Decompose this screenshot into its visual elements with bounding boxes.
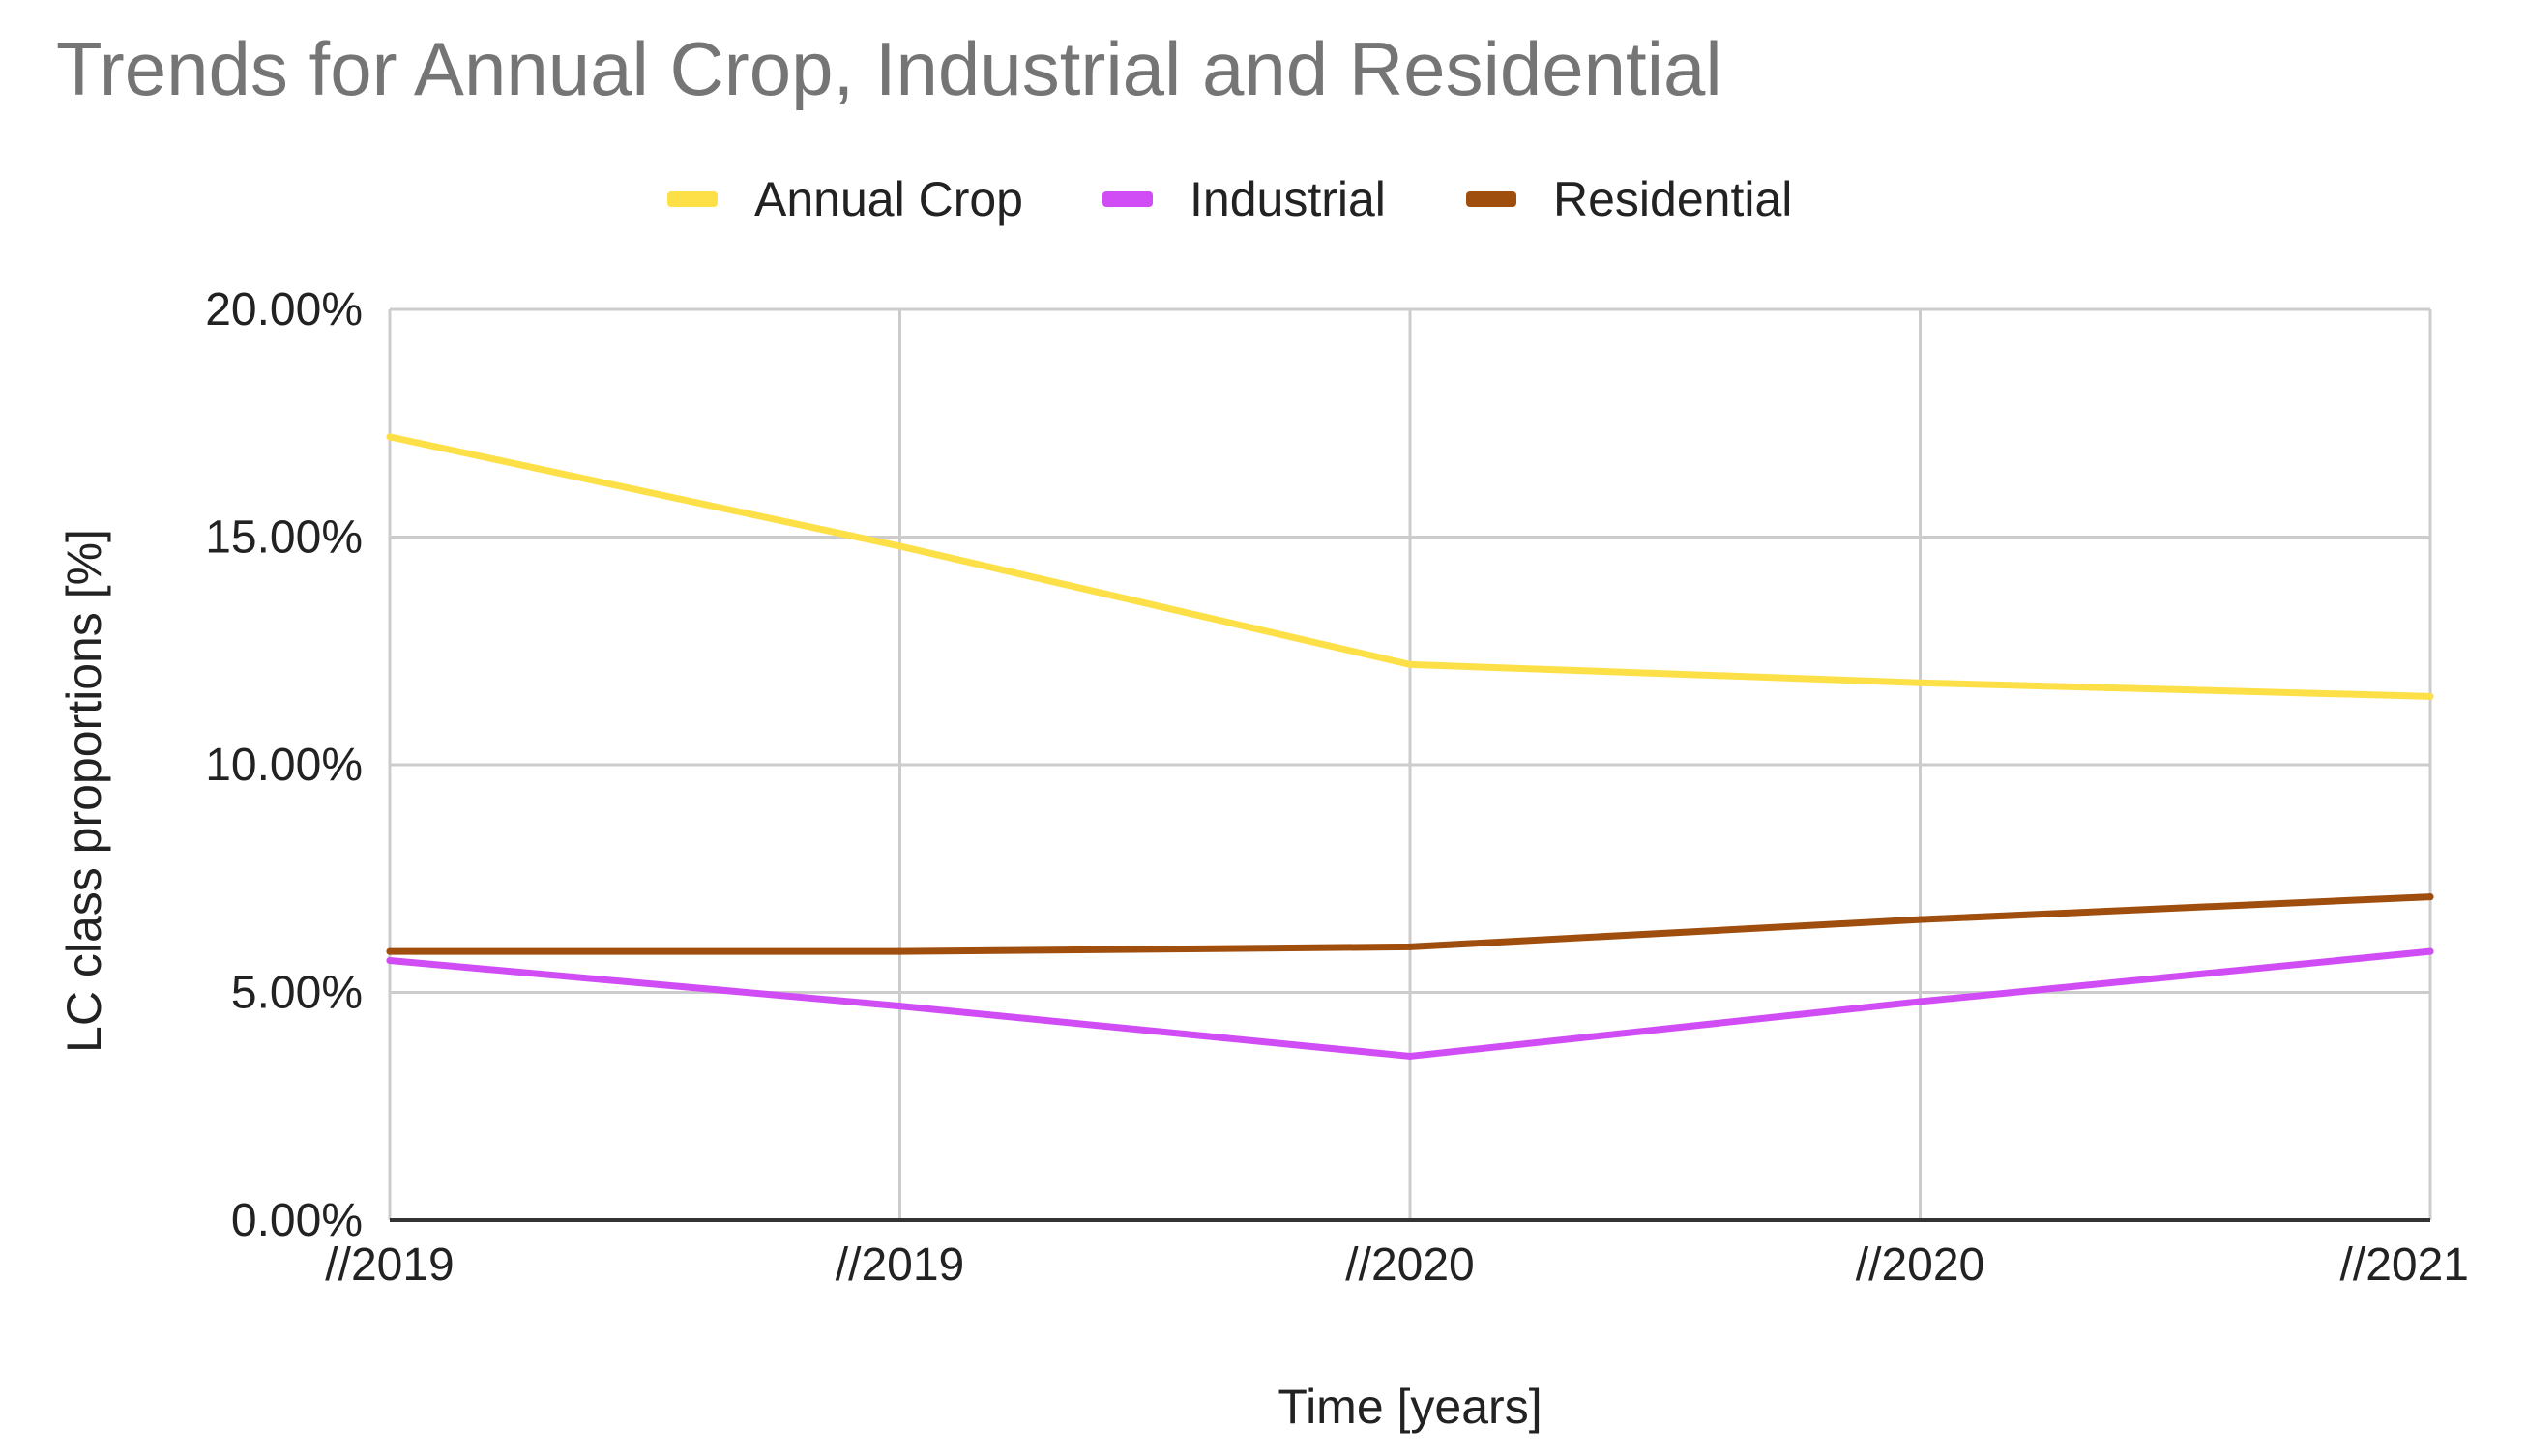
- data-point-residential: [1917, 916, 1924, 923]
- data-point-industrial: [386, 957, 394, 965]
- legend-swatch: [1466, 191, 1516, 207]
- legend-swatch: [667, 191, 718, 207]
- data-point-annual-crop: [1917, 679, 1924, 686]
- x-tick-label: //2020: [1856, 1239, 1984, 1291]
- data-point-annual-crop: [386, 433, 394, 441]
- data-point-industrial: [1917, 998, 1924, 1005]
- data-point-residential: [2426, 893, 2434, 901]
- y-tick-label: 15.00%: [205, 512, 363, 564]
- x-tick-label: //2019: [836, 1239, 964, 1291]
- data-point-residential: [1406, 943, 1414, 950]
- data-point-residential: [386, 947, 394, 955]
- x-axis-ticks: //2019 //2019 //2020 //2020 //2021: [325, 1239, 2469, 1291]
- y-axis-ticks: 0.00% 5.00% 10.00% 15.00% 20.00%: [205, 284, 363, 1246]
- y-tick-label: 5.00%: [231, 968, 363, 1019]
- data-point-industrial: [2426, 947, 2434, 955]
- legend: Annual Crop Industrial Residential: [667, 172, 1792, 226]
- legend-item-annual-crop: Annual Crop: [667, 172, 1023, 226]
- gridlines: [388, 307, 2432, 1222]
- series-lines: [386, 433, 2434, 1060]
- data-point-annual-crop: [896, 542, 903, 550]
- data-point-residential: [896, 947, 903, 955]
- legend-label: Industrial: [1190, 172, 1386, 226]
- legend-label: Annual Crop: [754, 172, 1023, 226]
- legend-item-industrial: Industrial: [1102, 172, 1386, 226]
- y-tick-label: 10.00%: [205, 740, 363, 791]
- data-point-industrial: [896, 1003, 903, 1010]
- x-axis-title: Time [years]: [1278, 1380, 1542, 1434]
- chart-title: Trends for Annual Crop, Industrial and R…: [56, 26, 1722, 111]
- data-point-annual-crop: [2426, 692, 2434, 700]
- y-tick-label: 20.00%: [205, 284, 363, 335]
- y-axis-title: LC class proportions [%]: [57, 529, 111, 1053]
- x-tick-label: //2020: [1345, 1239, 1474, 1291]
- legend-item-residential: Residential: [1466, 172, 1792, 226]
- y-tick-label: 0.00%: [231, 1195, 363, 1246]
- legend-swatch: [1102, 191, 1153, 207]
- x-tick-label: //2019: [325, 1239, 454, 1291]
- x-tick-label: //2021: [2340, 1239, 2469, 1291]
- legend-label: Residential: [1553, 172, 1792, 226]
- data-point-annual-crop: [1406, 660, 1414, 668]
- data-point-industrial: [1406, 1052, 1414, 1060]
